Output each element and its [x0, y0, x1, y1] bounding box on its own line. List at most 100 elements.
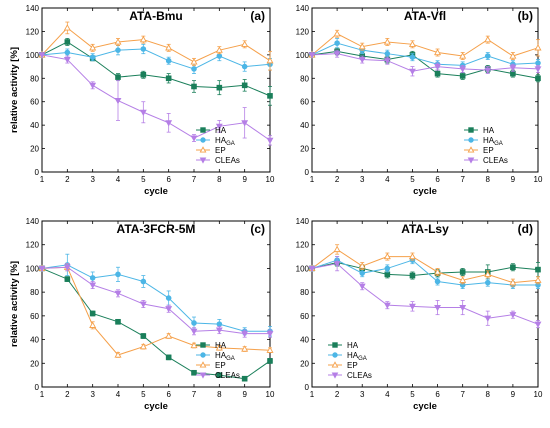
- data-point: [215, 344, 223, 351]
- series-line: [41, 41, 271, 97]
- x-tick-label: 9: [242, 390, 247, 399]
- y-tick-label: 140: [296, 217, 310, 226]
- x-tick-label: 4: [385, 175, 390, 184]
- data-point: [434, 268, 442, 275]
- data-point: [216, 53, 223, 59]
- data-point: [114, 38, 122, 45]
- legend-label: EP: [483, 146, 494, 155]
- data-point: [241, 40, 249, 47]
- y-tick-label: 0: [305, 168, 310, 177]
- data-point: [383, 58, 391, 65]
- data-point: [266, 56, 274, 64]
- y-tick-label: 60: [30, 98, 39, 107]
- data-point: [434, 70, 441, 77]
- data-point: [509, 52, 517, 59]
- legend-label: HAGA: [347, 351, 367, 362]
- data-point: [383, 38, 391, 45]
- data-point: [408, 40, 416, 47]
- data-point: [434, 64, 441, 71]
- chart-title: ATA-Vfl: [404, 9, 446, 23]
- data-point: [459, 66, 467, 73]
- data-point: [64, 49, 71, 56]
- data-point: [535, 266, 541, 273]
- data-point: [89, 54, 96, 60]
- legend-label-main: HA: [215, 136, 227, 145]
- panel-label: (d): [518, 222, 533, 236]
- legend-label: CLEAs: [347, 371, 372, 380]
- legend-label: HA: [215, 126, 227, 135]
- data-point: [89, 282, 97, 289]
- x-tick-label: 8: [217, 175, 222, 184]
- x-tick-label: 3: [90, 175, 95, 184]
- y-tick-label: 40: [300, 121, 309, 130]
- data-point: [64, 276, 71, 282]
- y-tick-label: 80: [300, 74, 309, 83]
- data-point: [191, 369, 197, 376]
- data-point: [140, 71, 147, 78]
- x-axis-label: cycle: [413, 186, 437, 197]
- data-point: [333, 261, 341, 268]
- series-line: [41, 267, 271, 380]
- data-point: [510, 70, 516, 77]
- legend-marker: [332, 342, 338, 348]
- data-point: [266, 331, 274, 338]
- data-point: [191, 320, 197, 326]
- series-line: [311, 50, 539, 79]
- data-point: [241, 375, 248, 382]
- legend-marker: [200, 127, 206, 133]
- chart-title: ATA-3FCR-5M: [117, 222, 196, 236]
- data-point: [266, 346, 274, 353]
- x-tick-label: 2: [65, 390, 70, 399]
- y-tick-label: 20: [30, 145, 39, 154]
- series-line: [41, 266, 270, 335]
- data-point: [434, 304, 441, 312]
- data-point: [190, 135, 198, 142]
- legend-label-main: EP: [215, 361, 226, 370]
- legend-label-main: HA: [347, 341, 359, 350]
- legend-marker: [467, 157, 475, 164]
- legend-label: HAGA: [483, 136, 503, 147]
- data-point: [139, 342, 147, 350]
- series-line: [311, 33, 539, 57]
- series-line: [311, 259, 538, 286]
- series-line: [41, 266, 271, 356]
- x-tick-label: 6: [166, 390, 171, 399]
- y-axis-label: relative activity [%]: [9, 261, 20, 347]
- series-1: [39, 38, 273, 106]
- x-tick-label: 7: [192, 175, 197, 184]
- plot-frame: [41, 7, 271, 173]
- y-tick-label: 80: [30, 74, 39, 83]
- data-point: [115, 271, 121, 278]
- data-point: [89, 321, 97, 328]
- x-tick-label: 10: [266, 390, 275, 399]
- series-line: [311, 261, 539, 277]
- x-tick-label: 3: [360, 175, 365, 184]
- x-axis-label: cycle: [413, 401, 437, 412]
- data-point: [216, 84, 223, 91]
- data-point: [140, 46, 147, 52]
- y-tick-label: 120: [26, 241, 40, 250]
- data-point: [115, 318, 121, 325]
- data-point: [114, 290, 122, 298]
- x-tick-label: 8: [486, 175, 491, 184]
- data-point: [38, 52, 46, 59]
- series-line: [41, 264, 270, 332]
- y-tick-label: 100: [26, 264, 40, 273]
- data-point: [165, 354, 172, 361]
- series-line: [311, 263, 539, 325]
- legend-label-main: HA: [215, 341, 227, 350]
- y-axis-label: relative activity [%]: [9, 47, 20, 133]
- data-point: [89, 310, 96, 317]
- data-point: [509, 278, 517, 286]
- data-point: [459, 276, 467, 283]
- x-tick-label: 10: [534, 390, 543, 399]
- x-tick-label: 2: [335, 390, 340, 399]
- x-tick-label: 9: [242, 175, 247, 184]
- series-line: [41, 27, 271, 63]
- x-tick-label: 10: [534, 175, 543, 184]
- series-line: [41, 48, 271, 70]
- y-tick-label: 40: [300, 336, 309, 345]
- x-tick-label: 1: [40, 175, 45, 184]
